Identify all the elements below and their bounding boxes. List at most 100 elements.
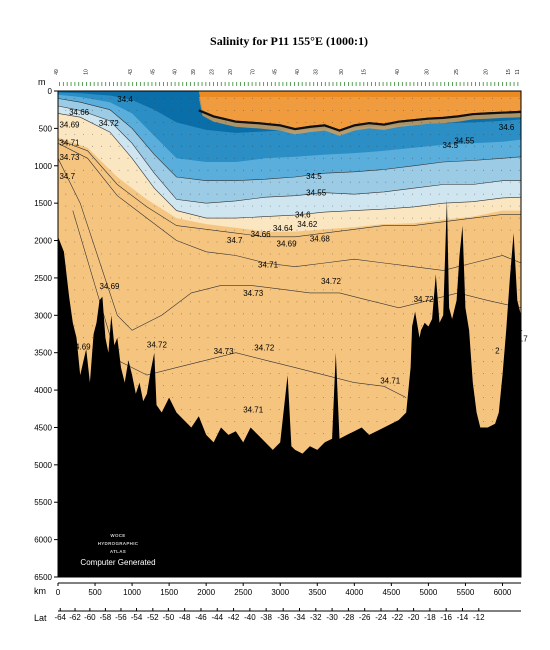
- contour-line: [58, 158, 521, 331]
- depth-tick-label: 6000: [34, 536, 52, 545]
- computer-generated-credit: Computer Generated: [80, 558, 155, 567]
- depth-unit-label: m: [38, 77, 46, 87]
- depth-tick-label: 1000: [34, 162, 52, 171]
- station-label: 20: [228, 69, 234, 75]
- contour-value-label: 34.72: [147, 340, 168, 349]
- lat-tick-label: -14: [457, 613, 469, 622]
- logo-line-2: HYDROGRAPHIC: [98, 541, 139, 546]
- contour-value-label: 34.68: [310, 234, 331, 243]
- station-label: 40: [395, 69, 401, 75]
- station-label: 49: [54, 69, 60, 75]
- lat-tick-label: -36: [277, 613, 289, 622]
- contour-value-label: 2: [495, 346, 500, 355]
- distance-axis: 0 500 1000 1500 2000 2500 3000 3500 4000 4500 5000…: [56, 583, 512, 597]
- lat-tick-label: -58: [100, 613, 112, 622]
- latitude-axis: -64 -62 -60 -58 -56 -54 -52 -50 -48 -46 -44 -42 -40-…: [54, 608, 485, 622]
- km-tick-label: 0: [56, 588, 61, 597]
- station-label: 45: [273, 69, 279, 75]
- km-tick-label: 5000: [420, 588, 438, 597]
- lat-label: Lat: [34, 613, 47, 623]
- depth-tick-label: 5000: [34, 461, 52, 470]
- km-tick-label: 5500: [457, 588, 475, 597]
- contour-value-label: 34.73: [59, 153, 80, 162]
- contour-value-label: 34.7: [227, 236, 243, 245]
- station-label: 39: [191, 69, 197, 75]
- station-marks: [59, 82, 519, 86]
- depth-tick-label: 4000: [34, 386, 52, 395]
- front-contour: [198, 109, 521, 132]
- lat-tick-label: -56: [115, 613, 127, 622]
- contour-labels: 34.434.6634.7234.6934.7134.7334.734.5534…: [59, 95, 528, 414]
- km-tick-label: 500: [88, 588, 102, 597]
- lat-tick-label: -30: [326, 613, 338, 622]
- depth-axis: 0 500 1000 1500 2000 2500 3000 3500 4000 4500 5000…: [34, 87, 58, 582]
- depth-tick-label: 5500: [34, 498, 52, 507]
- km-tick-label: 4000: [345, 588, 363, 597]
- contour-value-label: 34.66: [251, 230, 272, 239]
- lat-tick-label: -32: [310, 613, 322, 622]
- distance-unit-label: km: [34, 586, 46, 596]
- depth-tick-label: 3000: [34, 311, 52, 320]
- km-tick-label: 1500: [160, 588, 178, 597]
- station-label: 43: [128, 69, 134, 75]
- lat-tick-label: -48: [179, 613, 191, 622]
- contour-value-label: 34.7: [59, 172, 75, 181]
- km-tick-label: 6000: [494, 588, 512, 597]
- contour-value-label: 34.4: [117, 95, 133, 104]
- depth-tick-label: 3500: [34, 349, 52, 358]
- contour-line: [58, 143, 521, 271]
- station-label: 33: [313, 69, 319, 75]
- plot-frame: [57, 90, 522, 578]
- lat-tick-label: -34: [294, 613, 306, 622]
- contour-value-label: 34.71: [258, 260, 279, 269]
- contour-value-label: 34: [514, 325, 523, 334]
- depth-tick-label: 2000: [34, 237, 52, 246]
- lat-tick-label: -60: [84, 613, 96, 622]
- contour-value-label: 34.72: [414, 295, 435, 304]
- contour-value-label: 34.66: [69, 108, 90, 117]
- contour-value-label: 34.5: [442, 141, 458, 150]
- station-label: 25: [454, 69, 460, 75]
- contour-value-label: 34.64: [273, 224, 294, 233]
- depth-tick-label: 4500: [34, 423, 52, 432]
- contour-value-label: 34.72: [321, 277, 342, 286]
- lat-tick-label: -18: [424, 613, 436, 622]
- woce-logo: WOCE HYDROGRAPHIC ATLAS Computer Generat…: [80, 533, 155, 567]
- lat-tick-label: -62: [69, 613, 81, 622]
- lat-tick-label: -28: [343, 613, 355, 622]
- lat-tick-label: -64: [54, 613, 66, 622]
- station-label: 45: [150, 69, 156, 75]
- contour-value-label: 34.6: [295, 210, 311, 219]
- contour-line: [58, 113, 521, 219]
- station-label: 11: [515, 69, 521, 74]
- lat-tick-label: -16: [440, 613, 452, 622]
- km-tick-label: 3500: [308, 588, 326, 597]
- contour-value-label: 34.73: [214, 347, 235, 356]
- contour-value-label: 34.55: [454, 136, 475, 145]
- station-label: 15: [361, 69, 367, 75]
- chart-title: Salinity for P11 155°E (1000:1): [210, 34, 368, 48]
- contour-value-label: 34.55: [306, 189, 327, 198]
- logo-line-1: WOCE: [110, 533, 125, 538]
- lat-tick-label: -46: [195, 613, 207, 622]
- depth-tick-label: 500: [39, 124, 53, 133]
- lat-tick-label: -38: [260, 613, 272, 622]
- contour-value-label: 34.69: [277, 240, 298, 249]
- logo-line-3: ATLAS: [110, 549, 126, 554]
- station-label: 40: [173, 69, 179, 75]
- km-tick-label: 2500: [234, 588, 252, 597]
- lat-tick-label: -40: [244, 613, 256, 622]
- contour-value-label: 34.69: [59, 121, 80, 130]
- contour-line: [58, 105, 521, 204]
- lat-tick-label: -50: [163, 613, 175, 622]
- depth-tick-label: 2500: [34, 274, 52, 283]
- depth-tick-label: 0: [48, 87, 53, 96]
- depth-tick-label: 1500: [34, 199, 52, 208]
- km-tick-label: 1000: [123, 588, 141, 597]
- station-label: 70: [250, 69, 256, 75]
- lat-tick-label: -22: [392, 613, 404, 622]
- lat-tick-label: -54: [131, 613, 143, 622]
- contour-value-label: 34.69: [71, 343, 92, 352]
- station-label: 30: [339, 69, 345, 75]
